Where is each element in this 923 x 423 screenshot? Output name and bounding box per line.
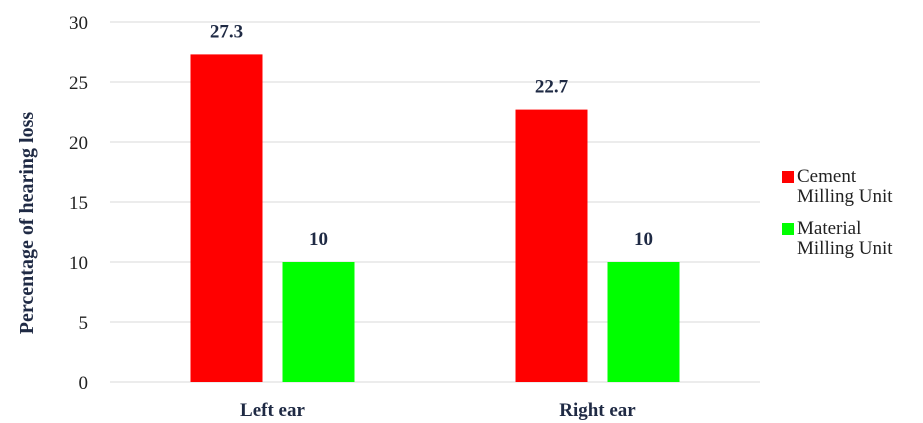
y-tick-label: 0: [79, 373, 89, 394]
data-label: 22.7: [535, 77, 569, 98]
y-tick-label: 30: [69, 13, 88, 34]
data-label: 10: [309, 229, 328, 250]
legend-swatch: [782, 223, 794, 235]
x-category-label: Left ear: [240, 400, 305, 421]
data-labels: 27.3 10 22.7 10: [210, 21, 653, 250]
legend-label: Cement Milling Unit: [797, 166, 893, 207]
bar: [190, 54, 263, 383]
legend-label: Material Milling Unit: [797, 218, 893, 259]
bar: [515, 109, 588, 382]
data-label: 27.3: [210, 21, 243, 42]
y-axis-ticks: 0 5 10 15 20 25 30: [69, 13, 88, 394]
legend-swatch: [782, 171, 794, 183]
y-axis-title: Percentage of hearing loss: [16, 112, 38, 335]
data-label: 10: [634, 229, 653, 250]
y-tick-label: 15: [69, 193, 88, 214]
y-tick-label: 25: [69, 73, 88, 94]
bar: [607, 262, 680, 382]
bars: [190, 54, 680, 383]
y-tick-label: 20: [69, 133, 88, 154]
x-category-label: Right ear: [559, 400, 636, 421]
y-tick-label: 5: [79, 313, 89, 334]
legend: Cement Milling Unit Material Milling Unit: [782, 166, 893, 259]
bar: [282, 262, 355, 382]
x-axis-categories: Left ear Right ear: [240, 400, 636, 421]
y-tick-label: 10: [69, 253, 88, 274]
